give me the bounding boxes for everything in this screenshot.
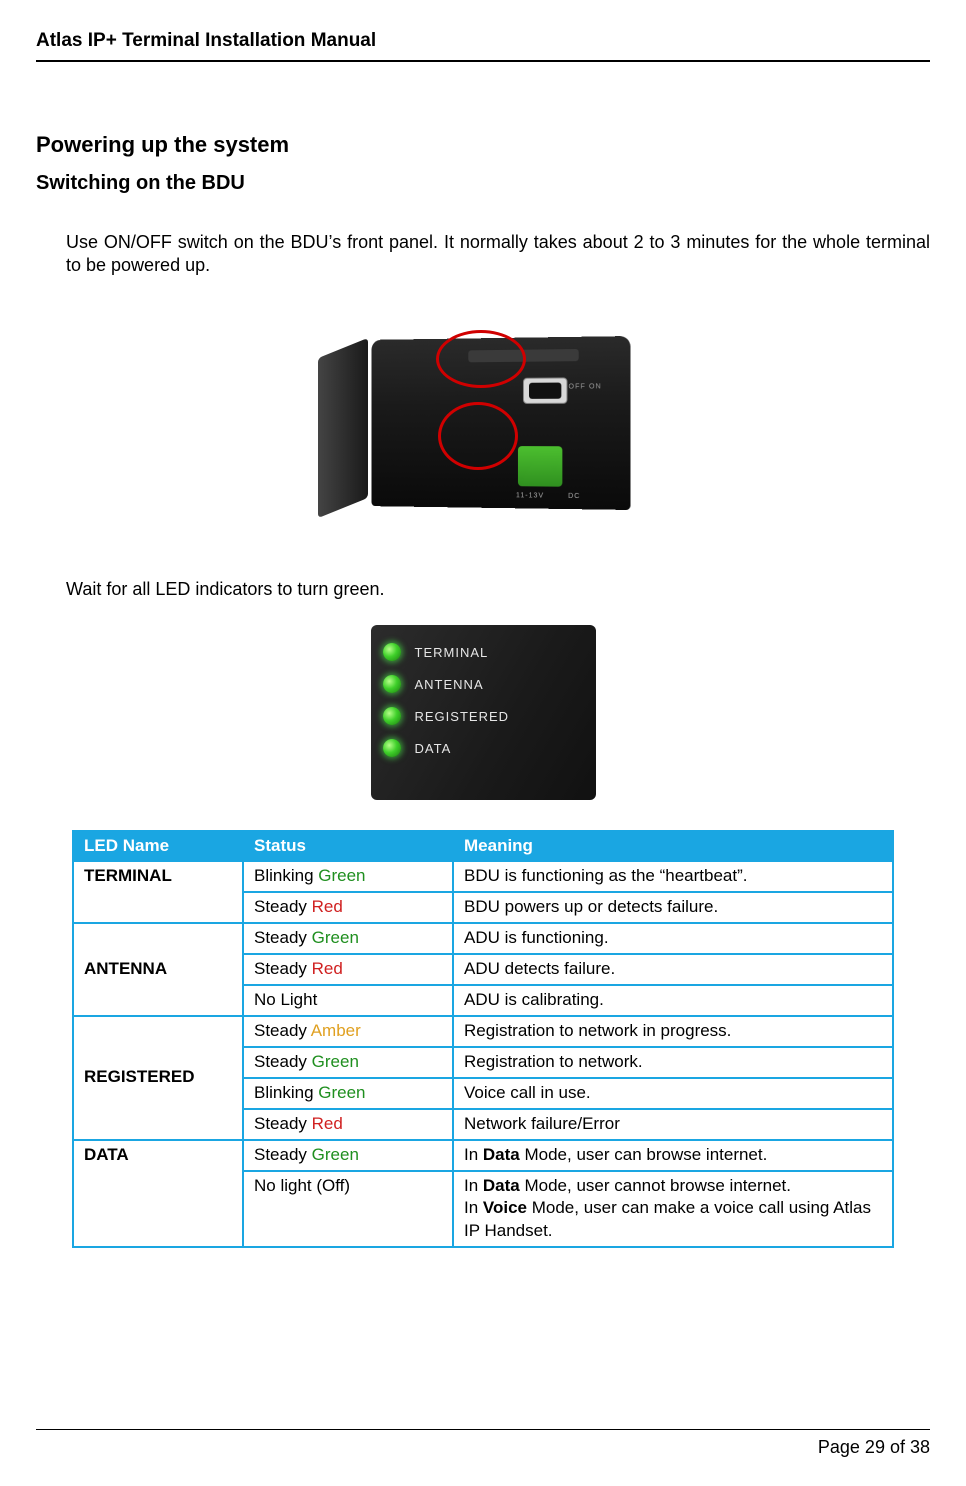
section-heading: Powering up the system <box>36 132 930 158</box>
cell-status: Steady Red <box>244 891 454 922</box>
cell-led-name: DATA <box>74 1139 244 1247</box>
dc-label-text: 11-13V DC <box>516 492 581 500</box>
status-color-word: Green <box>312 928 359 947</box>
cell-meaning: ADU detects failure. <box>454 953 892 984</box>
callout-oval-switch <box>436 330 526 388</box>
led-indicator-icon <box>383 675 401 693</box>
table-row: REGISTEREDSteady AmberRegistration to ne… <box>74 1015 892 1046</box>
led-label-text: REGISTERED <box>415 709 510 724</box>
page-number: Page 29 of 38 <box>818 1437 930 1458</box>
led-label-text: DATA <box>415 741 452 756</box>
led-row: DATA <box>383 739 584 757</box>
doc-header-title: Atlas IP+ Terminal Installation Manual <box>36 30 930 52</box>
bdu-side-panel <box>318 338 368 518</box>
status-color-word: Amber <box>311 1021 361 1040</box>
switch-label-text: OFF ON <box>568 383 601 390</box>
bold-text: Data <box>483 1145 520 1164</box>
cell-status: Blinking Green <box>244 860 454 891</box>
status-color-word: Green <box>312 1052 359 1071</box>
cell-status: No Light <box>244 984 454 1015</box>
cell-status: Steady Red <box>244 953 454 984</box>
cell-meaning: In Data Mode, user can browse internet. <box>454 1139 892 1170</box>
led-indicator-icon <box>383 707 401 725</box>
cell-status: No light (Off) <box>244 1170 454 1247</box>
col-header-name: LED Name <box>74 832 244 860</box>
table-row: DATASteady GreenIn Data Mode, user can b… <box>74 1139 892 1170</box>
cell-status: Steady Red <box>244 1108 454 1139</box>
led-row: REGISTERED <box>383 707 584 725</box>
cell-meaning: In Data Mode, user cannot browse interne… <box>454 1170 892 1247</box>
subsection-heading: Switching on the BDU <box>36 172 930 195</box>
cell-status: Steady Amber <box>244 1015 454 1046</box>
cell-led-name: TERMINAL <box>74 860 244 922</box>
cell-meaning: BDU is functioning as the “heartbeat”. <box>454 860 892 891</box>
cell-meaning: Voice call in use. <box>454 1077 892 1108</box>
col-header-meaning: Meaning <box>454 832 892 860</box>
cell-meaning: Registration to network. <box>454 1046 892 1077</box>
cell-status: Steady Green <box>244 922 454 953</box>
cell-meaning: ADU is calibrating. <box>454 984 892 1015</box>
status-color-word: Red <box>312 1114 343 1133</box>
cell-led-name: ANTENNA <box>74 922 244 1015</box>
bdu-dc-port <box>518 446 562 487</box>
header-rule <box>36 60 930 62</box>
status-color-word: Red <box>312 897 343 916</box>
status-color-word: Green <box>312 1145 359 1164</box>
led-status-table: LED Name Status Meaning TERMINALBlinking… <box>72 830 894 1248</box>
led-indicator-icon <box>383 739 401 757</box>
status-color-word: Red <box>312 959 343 978</box>
cell-meaning: BDU powers up or detects failure. <box>454 891 892 922</box>
cell-status: Steady Green <box>244 1139 454 1170</box>
bold-text: Voice <box>483 1198 527 1217</box>
callout-oval-port <box>438 402 518 470</box>
led-row: TERMINAL <box>383 643 584 661</box>
cell-status: Blinking Green <box>244 1077 454 1108</box>
status-color-word: Green <box>318 866 365 885</box>
footer-rule <box>36 1429 930 1430</box>
figure-bdu-switch: OFF ON 11-13V DC <box>308 308 658 538</box>
led-indicator-icon <box>383 643 401 661</box>
bold-text: Data <box>483 1176 520 1195</box>
bdu-onoff-switch <box>523 377 567 403</box>
cell-status: Steady Green <box>244 1046 454 1077</box>
table-row: TERMINALBlinking GreenBDU is functioning… <box>74 860 892 891</box>
cell-meaning: Network failure/Error <box>454 1108 892 1139</box>
led-label-text: ANTENNA <box>415 677 484 692</box>
cell-meaning: ADU is functioning. <box>454 922 892 953</box>
paragraph-wait-led: Wait for all LED indicators to turn gree… <box>36 578 930 601</box>
table-row: ANTENNASteady GreenADU is functioning. <box>74 922 892 953</box>
cell-led-name: REGISTERED <box>74 1015 244 1139</box>
led-label-text: TERMINAL <box>415 645 489 660</box>
cell-meaning: Registration to network in progress. <box>454 1015 892 1046</box>
switch-rocker <box>529 382 561 398</box>
figure-led-panel: TERMINAL ANTENNA REGISTERED DATA <box>371 625 596 800</box>
paragraph-intro: Use ON/OFF switch on the BDU’s front pan… <box>36 231 930 278</box>
status-color-word: Green <box>318 1083 365 1102</box>
table-header-row: LED Name Status Meaning <box>74 832 892 860</box>
led-row: ANTENNA <box>383 675 584 693</box>
col-header-status: Status <box>244 832 454 860</box>
